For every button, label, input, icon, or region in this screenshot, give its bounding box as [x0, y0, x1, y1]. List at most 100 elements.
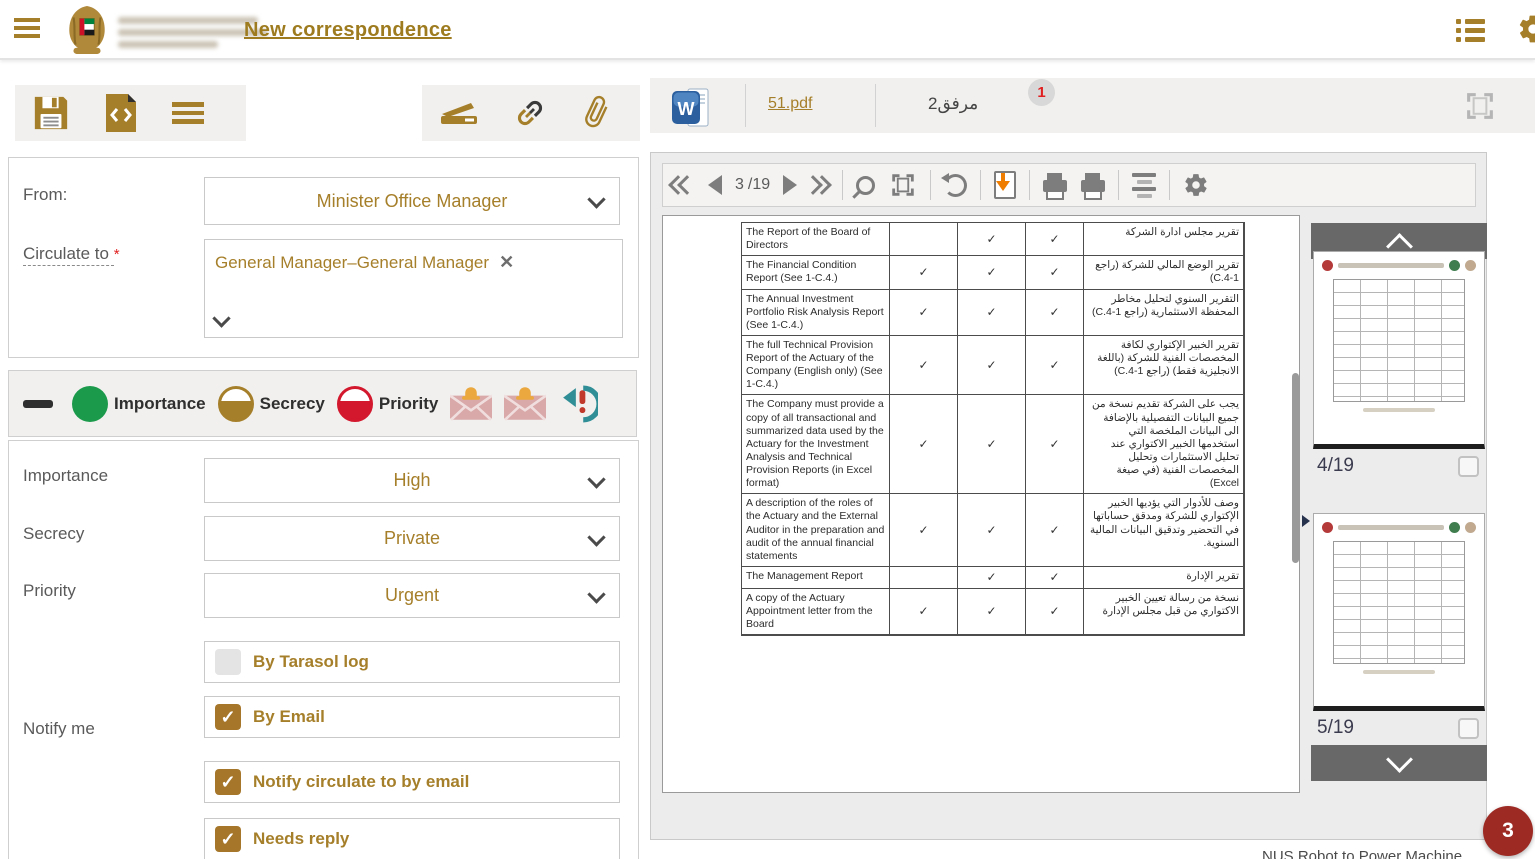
doc-cell-checkmark: ✓	[1025, 255, 1084, 290]
download-icon[interactable]	[994, 171, 1017, 199]
last-page-icon[interactable]	[803, 175, 833, 195]
importance-select[interactable]: High	[204, 458, 620, 503]
priority-select[interactable]: Urgent	[204, 573, 620, 618]
uae-emblem	[64, 5, 110, 55]
total-pages: /19	[747, 176, 771, 193]
print-icon[interactable]	[1043, 173, 1068, 200]
notify-option-1[interactable]: By Tarasol log	[204, 641, 620, 683]
rotate-icon[interactable]	[941, 172, 968, 197]
svg-text:W: W	[678, 99, 695, 119]
prev-page-icon[interactable]	[708, 175, 722, 195]
thumbnail-label-row: 5/19	[1311, 711, 1487, 745]
checkbox-unchecked-icon[interactable]	[215, 649, 241, 675]
doc-cell-english: The Company must provide a copy of all t…	[741, 394, 890, 495]
page-thumbnail[interactable]	[1313, 251, 1485, 449]
gear-icon[interactable]	[1517, 13, 1535, 45]
notify-option-4[interactable]: ✓ Needs reply	[204, 818, 620, 859]
doc-cell-checkmark: ✓	[889, 587, 958, 636]
pdf-settings-gear-icon[interactable]	[1183, 172, 1209, 198]
checkbox-checked-icon[interactable]: ✓	[215, 769, 241, 795]
transfer-alert-icon[interactable]	[560, 385, 599, 423]
minus-icon[interactable]	[23, 399, 53, 408]
doc-cell-checkmark: ✓	[957, 255, 1026, 290]
notify-option-2[interactable]: ✓ By Email	[204, 696, 620, 738]
pdf-page[interactable]: The Report of the Board of Directors ✓ ✓ تق…	[662, 215, 1300, 793]
doc-cell-checkmark: ✓	[889, 255, 958, 290]
remove-recipient-icon[interactable]: ✕	[499, 252, 515, 272]
attachment-toolbar: 1	[422, 79, 1055, 141]
document-table-row: A description of the roles of the Actuar…	[741, 493, 1244, 567]
document-table-row: The Report of the Board of Directors ✓ ✓ تق…	[741, 222, 1244, 257]
print-icon[interactable]	[1081, 173, 1106, 200]
layout-lines-icon[interactable]	[1132, 172, 1157, 198]
menu-icon[interactable]	[172, 102, 204, 124]
notify-option-3[interactable]: ✓ Notify circulate to by email	[204, 761, 620, 803]
circulate-to-multiselect[interactable]: General Manager–General Manager ✕	[204, 239, 623, 338]
fullscreen-icon[interactable]	[1463, 89, 1497, 123]
secrecy-label: Secrecy	[23, 524, 85, 543]
word-file-icon[interactable]: W	[672, 86, 710, 128]
thumbnail-checkbox[interactable]	[1458, 717, 1479, 739]
thumbnail-checkbox[interactable]	[1458, 455, 1479, 477]
notify-option-label: Needs reply	[253, 829, 350, 848]
importance-value: High	[393, 470, 431, 490]
doc-cell-english: A copy of the Actuary Appointment letter…	[741, 587, 890, 636]
doc-cell-checkmark: ✓	[889, 334, 958, 396]
doc-cell-checkmark: ✓	[1025, 334, 1084, 396]
from-select[interactable]: Minister Office Manager	[204, 177, 620, 225]
pdf-toolbar: 3 /19	[662, 163, 1476, 207]
doc-cell-checkmark: ✓	[957, 565, 1026, 589]
hamburger-menu-icon[interactable]	[14, 18, 40, 38]
priority-indicator-icon	[336, 385, 373, 422]
document-table-row: The Annual Investment Portfolio Risk Ana…	[741, 288, 1244, 336]
doc-cell-checkmark: ✓	[889, 493, 958, 567]
save-icon[interactable]	[32, 94, 70, 132]
link-icon[interactable]	[506, 89, 554, 137]
scan-icon[interactable]	[439, 98, 479, 128]
divider	[875, 84, 876, 127]
page-thumbnail[interactable]	[1313, 513, 1485, 711]
fit-page-icon[interactable]	[889, 171, 917, 199]
panel-caret-icon[interactable]	[1302, 515, 1310, 527]
next-page-icon[interactable]	[783, 175, 798, 195]
doc-cell-english: The full Technical Provision Report of t…	[741, 334, 890, 396]
thumbnails-scroll-down[interactable]	[1311, 745, 1487, 781]
doc-cell-english: The Annual Investment Portfolio Risk Ana…	[741, 288, 890, 336]
doc-cell-checkmark: ✓	[1025, 288, 1084, 336]
envelope-bell-icon[interactable]	[450, 386, 493, 421]
chevron-down-icon	[587, 469, 606, 489]
current-page-number[interactable]: 3	[735, 176, 744, 193]
viewer-scrollbar[interactable]	[1292, 373, 1299, 563]
secrecy-select[interactable]: Private	[204, 516, 620, 561]
checkbox-checked-icon[interactable]: ✓	[215, 826, 241, 852]
required-asterisk: *	[113, 246, 120, 263]
doc-cell-english: The Report of the Board of Directors	[741, 222, 890, 257]
doc-cell-checkmark: ✓	[1025, 394, 1084, 495]
priority-legend-label: Priority	[378, 393, 439, 413]
chevron-down-icon[interactable]	[212, 309, 231, 328]
thumbnail-page-label: 5/19	[1317, 717, 1354, 738]
file-code-icon[interactable]	[104, 93, 138, 133]
first-page-icon[interactable]	[668, 175, 697, 195]
importance-legend-label: Importance	[114, 393, 206, 413]
recipient-chip: General Manager–General Manager ✕	[215, 252, 515, 272]
importance-indicator-icon	[72, 385, 108, 422]
doc-cell-empty	[889, 222, 958, 257]
checkbox-checked-icon[interactable]: ✓	[215, 704, 241, 730]
doc-cell-checkmark: ✓	[957, 222, 1026, 257]
chevron-down-icon	[587, 584, 606, 604]
document-table-row: The Financial Condition Report (See 1-C.…	[741, 255, 1244, 290]
attachment-file-link[interactable]: 51.pdf	[768, 95, 813, 112]
doc-cell-english: The Financial Condition Report (See 1-C.…	[741, 255, 890, 290]
notification-count-badge[interactable]: 3	[1483, 806, 1533, 856]
envelope-bell-icon[interactable]	[504, 386, 547, 421]
thumbnail-panel: 4/19 5/19	[1311, 223, 1487, 798]
doc-cell-checkmark: ✓	[1025, 565, 1084, 589]
zoom-icon[interactable]	[856, 175, 876, 195]
page-thumbnail-preview	[1318, 518, 1480, 702]
thumbnail-label-row: 4/19	[1311, 449, 1487, 483]
paperclip-icon[interactable]	[575, 90, 617, 135]
list-icon[interactable]	[1456, 19, 1485, 46]
doc-cell-empty	[889, 565, 958, 589]
